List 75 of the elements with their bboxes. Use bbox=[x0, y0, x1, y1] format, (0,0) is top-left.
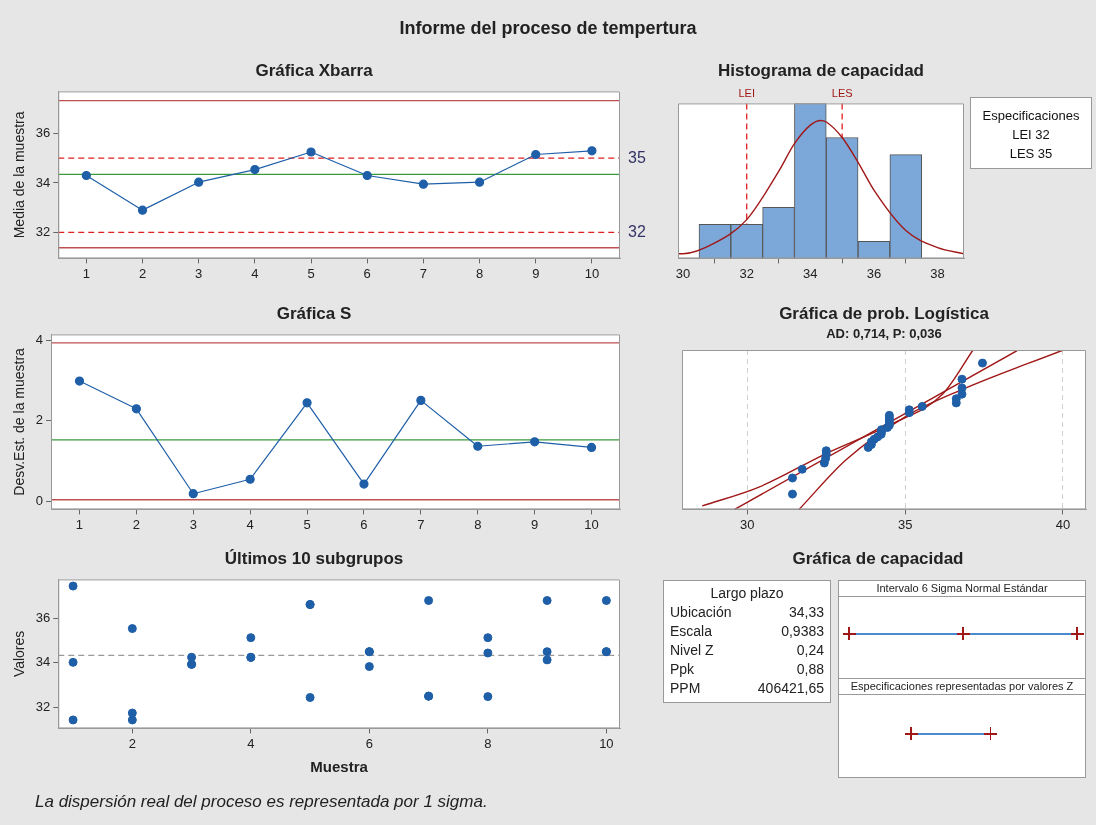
x-tick-label: 8 bbox=[475, 265, 484, 281]
x-tick-label: 10 bbox=[584, 265, 600, 281]
x-tick-label: 5 bbox=[307, 265, 315, 281]
ref-line-label: LEI bbox=[738, 86, 755, 99]
chart-title: Gráfica Xbarra bbox=[255, 60, 374, 80]
x-tick-label: 4 bbox=[247, 735, 255, 751]
y-tick-label: 34 bbox=[35, 174, 51, 190]
x-tick-label: 34 bbox=[803, 265, 818, 281]
text: 0,9383 bbox=[781, 622, 824, 641]
x-tick-label: 9 bbox=[532, 265, 540, 281]
text: Nivel Z bbox=[670, 641, 714, 660]
chart-title: Últimos 10 subgrupos bbox=[224, 548, 404, 568]
x-tick-label: 10 bbox=[584, 516, 599, 532]
x-tick-label: 6 bbox=[360, 516, 368, 532]
chart-title: Histograma de capacidad bbox=[718, 60, 924, 80]
x-tick-label: 3 bbox=[189, 516, 197, 532]
y-axis-title: Desv.Est. de la muestra bbox=[11, 347, 28, 496]
text: 406421,65 bbox=[757, 679, 824, 698]
text: 0,24 bbox=[796, 641, 824, 660]
chart-title: Gráfica S bbox=[276, 303, 352, 323]
text: Intervalo 6 Sigma Normal Estándar bbox=[839, 581, 1085, 597]
x-tick-label: 32 bbox=[739, 265, 754, 281]
x-tick-label: 2 bbox=[128, 735, 136, 751]
text: 0,88 bbox=[796, 660, 824, 679]
y-tick-label: 0 bbox=[35, 492, 44, 508]
x-tick-label: 1 bbox=[75, 516, 84, 532]
x-tick-label: 4 bbox=[246, 516, 254, 532]
text: Largo plazo bbox=[709, 585, 785, 601]
text: LES 35 bbox=[1008, 145, 1054, 163]
text: 34,33 bbox=[788, 603, 824, 622]
x-tick-label: 2 bbox=[132, 516, 140, 532]
chart-subtitle: AD: 0,714, P: 0,036 bbox=[826, 325, 942, 341]
text: Informe del proceso de tempertura bbox=[398, 18, 698, 39]
y-tick-label: 4 bbox=[35, 332, 44, 348]
x-tick-label: 30 bbox=[675, 265, 691, 281]
x-tick-label: 1 bbox=[82, 265, 90, 281]
chart-title: Gráfica de prob. Logística bbox=[779, 303, 990, 323]
ref-line-label: 35 bbox=[628, 148, 646, 166]
x-tick-label: 36 bbox=[866, 265, 882, 281]
x-tick-label: 2 bbox=[138, 265, 147, 281]
text: Especificaciones representadas por valores Z bbox=[839, 679, 1085, 695]
x-tick-label: 7 bbox=[419, 265, 428, 281]
x-tick-label: 38 bbox=[930, 265, 945, 281]
x-axis-title: Muestra bbox=[310, 758, 369, 776]
x-tick-label: 6 bbox=[365, 735, 373, 751]
x-tick-label: 35 bbox=[897, 516, 913, 532]
y-tick-label: 32 bbox=[35, 698, 51, 714]
x-tick-label: 3 bbox=[195, 265, 203, 281]
text: PPM bbox=[670, 679, 701, 698]
x-tick-label: 9 bbox=[531, 516, 539, 532]
y-tick-label: 36 bbox=[35, 125, 51, 141]
ref-line-label: 32 bbox=[628, 222, 646, 240]
x-tick-label: 6 bbox=[363, 265, 371, 281]
text: Escala bbox=[670, 622, 713, 641]
y-tick-label: 2 bbox=[35, 412, 44, 428]
text: Ubicación bbox=[670, 603, 732, 622]
text: Gráfica de capacidad bbox=[791, 549, 965, 569]
y-tick-label: 34 bbox=[35, 654, 51, 670]
x-tick-label: 40 bbox=[1055, 516, 1071, 532]
x-tick-label: 8 bbox=[474, 516, 482, 532]
x-tick-label: 8 bbox=[484, 735, 492, 751]
text: LEI 32 bbox=[1011, 126, 1051, 144]
text: Ppk bbox=[670, 660, 695, 679]
x-tick-label: 5 bbox=[303, 516, 311, 532]
x-tick-label: 10 bbox=[599, 735, 614, 751]
ref-line-label: LES bbox=[831, 86, 853, 99]
y-axis-title: Media de la muestra bbox=[11, 111, 28, 239]
y-axis-title: Valores bbox=[11, 630, 28, 678]
x-tick-label: 7 bbox=[417, 516, 425, 532]
x-tick-label: 30 bbox=[740, 516, 755, 532]
text: Especificaciones bbox=[981, 107, 1081, 125]
text: La dispersión real del proceso es representada por 1 sigma. bbox=[35, 792, 488, 812]
y-tick-label: 36 bbox=[35, 609, 51, 625]
x-tick-label: 4 bbox=[251, 265, 259, 281]
y-tick-label: 32 bbox=[35, 224, 51, 239]
